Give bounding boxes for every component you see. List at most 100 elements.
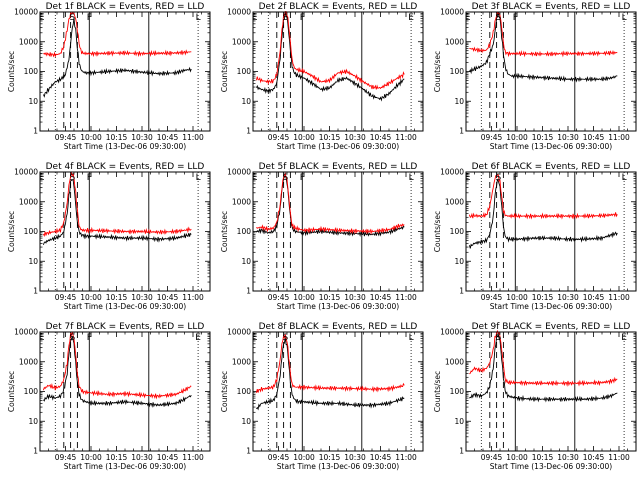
series-line-events [42, 179, 192, 245]
y-tick-label: 1000 [19, 357, 38, 366]
series-line-events [469, 12, 618, 83]
chart-panel-2: Det 2f BLACK = Events, RED = LLD 1 10 100 10… [220, 2, 424, 151]
series-line-events [256, 337, 405, 411]
x-axis-label: Start Time (13-Dec-06 09:30:00) [64, 462, 186, 471]
x-tick-label: 11:00 [395, 453, 417, 462]
x-tick-label: 10:00 [80, 293, 102, 302]
series-line-lld [43, 171, 192, 238]
x-tick-label: 10:45 [583, 293, 605, 302]
y-tick-label: 100 [237, 387, 252, 396]
x-tick-label: 10:15 [532, 293, 554, 302]
chart-title: Det 6f BLACK = Events, RED = LLD [472, 162, 631, 172]
y-axis-label: Counts/sec [433, 51, 442, 92]
x-tick-label: 09:45 [481, 293, 503, 302]
x-tick-label: 10:15 [532, 133, 554, 142]
y-axis-label: Counts/sec [7, 371, 16, 412]
y-tick-label: 10000 [440, 328, 464, 337]
x-tick-label: 11:00 [182, 293, 204, 302]
x-tick-label: 09:45 [55, 133, 77, 142]
x-tick-label: 10:00 [506, 133, 528, 142]
x-tick-label: 10:00 [80, 133, 102, 142]
chart-panel-6: Det 6f BLACK = Events, RED = LLD 1 10 100 10… [433, 162, 637, 311]
x-axis-label: Start Time (13-Dec-06 09:30:00) [490, 142, 612, 151]
x-tick-label: 09:45 [55, 293, 77, 302]
y-tick-label: 10 [454, 257, 464, 266]
interval-marker-e: E [252, 13, 258, 23]
interval-marker-s: S [69, 13, 75, 23]
x-tick-label: 09:45 [55, 453, 77, 462]
interval-marker-s: S [282, 333, 288, 343]
chart-title: Det 4f BLACK = Events, RED = LLD [46, 162, 205, 172]
interval-marker-f: F [513, 13, 518, 23]
x-tick-label: 09:45 [268, 133, 290, 142]
x-axis-label: Start Time (13-Dec-06 09:30:00) [277, 142, 399, 151]
interval-marker-f: F [87, 173, 92, 183]
y-tick-label: 10 [454, 417, 464, 426]
x-tick-label: 10:30 [344, 453, 366, 462]
x-tick-label: 09:45 [268, 293, 290, 302]
plot-frame [252, 331, 424, 452]
chart-title: Det 9f BLACK = Events, RED = LLD [472, 322, 631, 332]
x-tick-label: 10:00 [293, 133, 315, 142]
interval-marker-f: F [300, 13, 305, 23]
x-tick-label: 10:45 [157, 133, 179, 142]
x-tick-label: 10:30 [557, 133, 579, 142]
x-tick-label: 10:15 [106, 453, 128, 462]
x-tick-label: 10:45 [370, 133, 392, 142]
y-tick-label: 10 [28, 257, 38, 266]
interval-marker-l: L [196, 13, 201, 23]
x-tick-label: 09:45 [481, 453, 503, 462]
y-axis-label: Counts/sec [433, 211, 442, 252]
interval-marker-e: E [39, 13, 45, 23]
interval-marker-s: S [495, 13, 501, 23]
plot-frame [252, 171, 424, 292]
y-tick-label: 1 [33, 447, 38, 456]
y-tick-label: 100 [237, 227, 252, 236]
interval-marker-e: E [465, 333, 471, 343]
interval-marker-f: F [513, 333, 518, 343]
chart-title: Det 3f BLACK = Events, RED = LLD [472, 2, 631, 12]
y-tick-label: 10000 [227, 328, 251, 337]
chart-title: Det 1f BLACK = Events, RED = LLD [46, 2, 205, 12]
interval-marker-l: L [622, 13, 627, 23]
y-tick-label: 10 [454, 97, 464, 106]
interval-marker-s: S [282, 173, 288, 183]
x-tick-label: 11:00 [182, 453, 204, 462]
y-tick-label: 10000 [14, 8, 38, 17]
interval-marker-e: E [252, 333, 258, 343]
y-tick-label: 10 [28, 97, 38, 106]
plot-frame [39, 171, 211, 292]
x-tick-label: 10:30 [131, 293, 153, 302]
interval-marker-e: E [195, 333, 201, 343]
interval-marker-f: F [87, 333, 92, 343]
y-tick-label: 1000 [232, 197, 251, 206]
x-tick-label: 09:45 [268, 453, 290, 462]
chart-panel-8: Det 8f BLACK = Events, RED = LLD 1 10 100 10… [220, 322, 424, 471]
y-tick-label: 10 [241, 97, 251, 106]
plot-frame [465, 331, 637, 452]
x-tick-label: 10:45 [370, 293, 392, 302]
x-tick-label: 10:00 [293, 293, 315, 302]
x-tick-label: 10:30 [344, 293, 366, 302]
interval-marker-s: S [495, 333, 501, 343]
y-tick-label: 1 [246, 447, 251, 456]
y-tick-label: 1000 [232, 37, 251, 46]
y-tick-label: 1 [459, 287, 464, 296]
series-line-lld [42, 331, 192, 400]
series-line-events [468, 178, 618, 249]
interval-marker-f: F [513, 173, 518, 183]
x-tick-label: 10:45 [157, 293, 179, 302]
x-tick-label: 10:00 [506, 293, 528, 302]
x-tick-label: 10:15 [106, 133, 128, 142]
x-tick-label: 10:00 [293, 453, 315, 462]
x-tick-label: 11:00 [182, 133, 204, 142]
y-tick-label: 1000 [445, 37, 464, 46]
x-tick-label: 11:00 [608, 453, 630, 462]
interval-marker-s: S [69, 333, 75, 343]
y-axis-label: Counts/sec [7, 211, 16, 252]
interval-marker-e: E [39, 173, 45, 183]
x-tick-label: 11:00 [608, 293, 630, 302]
x-tick-label: 10:15 [319, 133, 341, 142]
y-axis-label: Counts/sec [220, 51, 229, 92]
